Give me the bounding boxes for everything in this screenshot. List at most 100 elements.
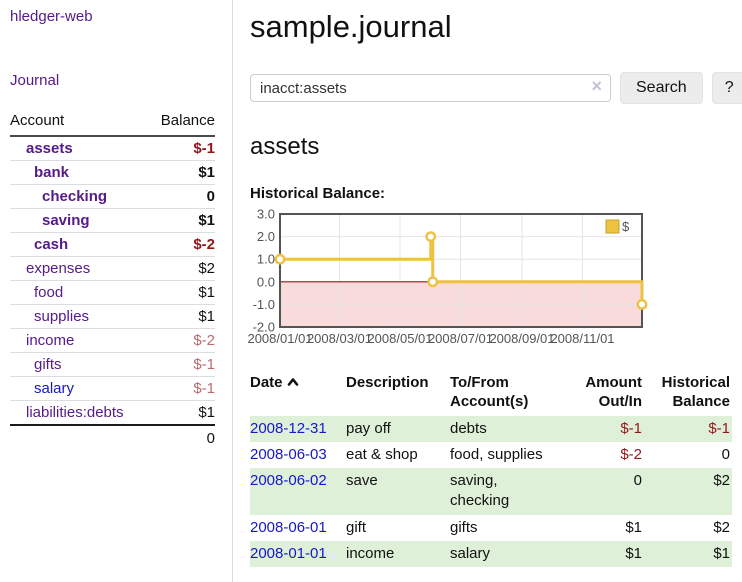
- transaction-date-link[interactable]: 2008-01-01: [250, 544, 327, 562]
- chart-canvas: $3.0 2.0 1.0 0.0 -1.0 -2.02008/01/012008/03/0…: [247, 207, 648, 346]
- transaction-accounts: salary: [450, 544, 491, 562]
- transaction-description: gift: [346, 518, 367, 536]
- account-balance: $-2: [148, 328, 215, 353]
- page-title: sample.journal: [250, 9, 452, 44]
- x-tick-label: 2008/09/01: [489, 331, 554, 346]
- search-input[interactable]: [250, 74, 611, 103]
- account-balance: $1: [148, 304, 215, 329]
- transaction-row: 2008-06-03 eat & shop food, supplies $-2 0: [250, 442, 732, 468]
- account-balance: $1: [148, 160, 215, 185]
- register-header-amount: Amount Out/In: [585, 374, 642, 410]
- account-balance: $1: [148, 400, 215, 425]
- legend-swatch: [605, 219, 620, 234]
- account-balance: $-2: [148, 232, 215, 257]
- legend-label: $: [622, 219, 630, 234]
- x-tick-label: 2008/07/01: [428, 331, 493, 346]
- account-link-expenses[interactable]: expenses: [26, 260, 91, 277]
- transaction-balance: $2: [713, 518, 730, 536]
- transaction-row: 2008-06-01 gift gifts $1 $2: [250, 515, 732, 541]
- search-button[interactable]: Search: [620, 72, 703, 105]
- account-balance: $1: [148, 280, 215, 305]
- account-link-salary[interactable]: salary: [34, 380, 75, 397]
- register-header-row: Date Description To/From Account(s) Amou…: [250, 372, 732, 416]
- main-content: sample.journal × Search ? assets Histori…: [233, 0, 742, 582]
- account-link-income[interactable]: income: [26, 332, 75, 349]
- account-link-saving[interactable]: saving: [42, 212, 90, 229]
- transaction-amount: $1: [625, 544, 642, 562]
- account-link-food[interactable]: food: [34, 284, 64, 301]
- data-point-marker: [425, 231, 437, 243]
- account-row: cash $-2: [10, 232, 215, 257]
- accounts-header-row: Account Balance: [10, 110, 215, 137]
- account-row: checking 0: [10, 184, 215, 209]
- register-header-description: Description: [346, 374, 429, 392]
- account-heading: assets: [250, 133, 320, 161]
- account-row: assets $-1: [10, 136, 215, 161]
- transaction-amount: 0: [633, 472, 642, 490]
- transaction-date-link[interactable]: 2008-06-03: [250, 445, 327, 463]
- account-balance: $1: [148, 208, 215, 233]
- transaction-balance: $2: [713, 472, 730, 490]
- x-tick-label: 2008/11/01: [550, 331, 614, 346]
- x-tick-label: 2008/03/01: [307, 331, 372, 346]
- sidebar-item-journal[interactable]: Journal: [10, 72, 60, 89]
- transaction-date-link[interactable]: 2008-06-01: [250, 518, 327, 536]
- sidebar-nav: Journal: [10, 72, 222, 90]
- accounts-total-row: 0: [10, 424, 215, 451]
- data-point-marker: [636, 299, 648, 310]
- chart-title: Historical Balance:: [250, 185, 386, 203]
- register-header-balance: Historical Balance: [661, 374, 730, 410]
- transaction-description: pay off: [346, 419, 391, 437]
- sort-ascending-icon: [287, 378, 298, 386]
- account-balance: $-1: [148, 352, 215, 377]
- transaction-balance: 0: [721, 445, 730, 463]
- transaction-row: 2008-06-02 save saving, checking 0 $2: [250, 468, 732, 515]
- account-balance: 0: [148, 184, 215, 209]
- search-help-button[interactable]: ?: [711, 72, 742, 105]
- transaction-date-link[interactable]: 2008-06-02: [250, 472, 327, 490]
- accounts-header-account: Account: [10, 110, 149, 137]
- transaction-amount: $1: [625, 518, 642, 536]
- y-tick-label: 2.0: [257, 229, 275, 244]
- account-link-supplies[interactable]: supplies: [34, 308, 90, 325]
- account-link-assets[interactable]: assets: [26, 140, 73, 157]
- account-row: salary $-1: [10, 376, 215, 401]
- account-balance: $-1: [193, 140, 215, 157]
- account-link-cash[interactable]: cash: [34, 236, 69, 253]
- brand-link[interactable]: hledger-web: [10, 8, 93, 25]
- register-table: Date Description To/From Account(s) Amou…: [250, 372, 732, 568]
- data-point-marker: [427, 276, 439, 288]
- account-link-checking[interactable]: checking: [42, 188, 108, 205]
- y-tick-label: -2.0: [253, 320, 275, 335]
- account-link-bank[interactable]: bank: [34, 164, 70, 181]
- account-row: income $-2: [10, 328, 215, 353]
- transaction-date-link[interactable]: 2008-12-31: [250, 419, 327, 437]
- account-row: saving $1: [10, 208, 215, 233]
- transaction-accounts: food, supplies: [450, 445, 543, 463]
- transaction-accounts: gifts: [450, 518, 478, 536]
- x-tick-label: 2008/01/01: [247, 331, 312, 346]
- transaction-description: eat & shop: [346, 445, 418, 463]
- clear-search-icon[interactable]: ×: [591, 76, 602, 97]
- transaction-accounts: saving, checking: [450, 472, 510, 510]
- account-link-gifts[interactable]: gifts: [34, 356, 62, 373]
- account-row: gifts $-1: [10, 352, 215, 377]
- transaction-accounts: debts: [450, 419, 487, 437]
- account-row: food $1: [10, 280, 215, 305]
- search-box: ×: [250, 74, 611, 103]
- transaction-amount: $-1: [620, 419, 642, 437]
- register-header-date[interactable]: Date: [250, 372, 346, 416]
- account-balance: $2: [148, 256, 215, 281]
- transaction-row: 2008-12-31 pay off debts $-1 $-1: [250, 415, 732, 442]
- transaction-amount: $-2: [620, 445, 642, 463]
- account-row: liabilities:debts $1: [10, 400, 215, 425]
- account-row: bank $1: [10, 160, 215, 185]
- register-header-accounts: To/From Account(s): [450, 374, 529, 410]
- accounts-header-balance: Balance: [148, 110, 215, 137]
- transaction-row: 2008-01-01 income salary $1 $1: [250, 540, 732, 568]
- account-link-liabilities-debts[interactable]: liabilities:debts: [26, 404, 124, 421]
- y-tick-label: -1.0: [253, 297, 275, 312]
- y-tick-label: 3.0: [257, 207, 275, 222]
- historical-balance-chart[interactable]: $3.0 2.0 1.0 0.0 -1.0 -2.0 2008/01/01 2008/03/0…: [247, 207, 742, 352]
